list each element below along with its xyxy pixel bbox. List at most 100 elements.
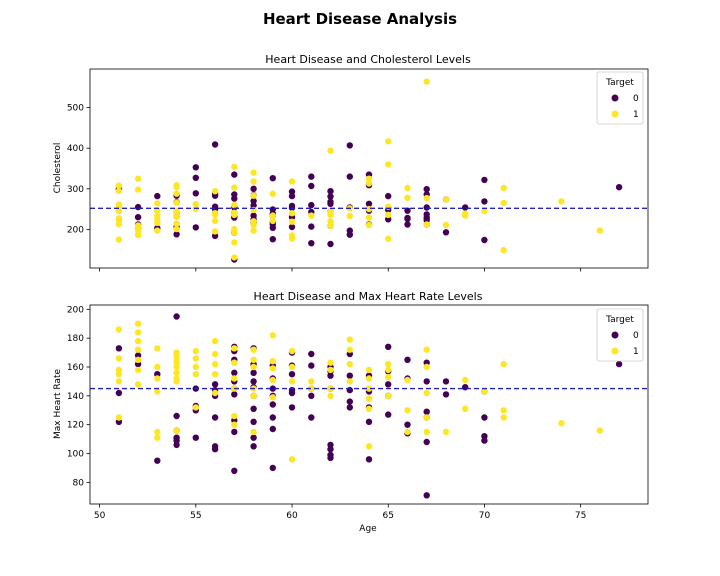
cholesterol-point-target-1-0 bbox=[115, 236, 123, 243]
cholesterol-point-target-1-8 bbox=[115, 182, 123, 189]
max-heart-rate-point-target-0-9 bbox=[173, 434, 180, 441]
max-heart-rate-point-target-1-85 bbox=[423, 363, 430, 371]
cholesterol-point-target-1-52 bbox=[250, 178, 257, 185]
cholesterol-point-target-0-55 bbox=[308, 240, 315, 247]
cholesterol-point-target-1-81 bbox=[404, 184, 411, 192]
cholesterol-point-target-0-67 bbox=[327, 188, 334, 195]
max-heart-rate-point-target-1-14 bbox=[154, 428, 161, 436]
cholesterol-point-target-0-19 bbox=[211, 232, 219, 240]
max-heart-rate-point-target-1-94 bbox=[558, 420, 565, 427]
cholesterol-point-target-1-37 bbox=[211, 188, 219, 195]
max-heart-rate-point-target-0-93 bbox=[423, 378, 430, 385]
cholesterol-point-target-1-84 bbox=[423, 78, 430, 85]
max-heart-rate-point-target-1-10 bbox=[134, 337, 142, 345]
cholesterol-point-target-1-80 bbox=[404, 194, 411, 201]
max-heart-rate-point-target-1-3 bbox=[115, 366, 123, 374]
cholesterol-point-target-1-58 bbox=[288, 232, 296, 239]
max-heart-rate-point-target-0-1 bbox=[115, 389, 123, 397]
cholesterol-point-target-1-62 bbox=[308, 212, 315, 219]
cholesterol-point-target-1-94 bbox=[596, 227, 604, 234]
cholesterol-point-target-0-90 bbox=[423, 204, 430, 211]
max-heart-rate-point-target-0-53 bbox=[288, 386, 296, 394]
cholesterol-point-target-1-68 bbox=[346, 212, 353, 220]
cholesterol-point-target-0-84 bbox=[404, 214, 411, 222]
max-heart-rate-point-target-1-1 bbox=[115, 378, 123, 385]
max-heart-rate-y-tick-label-140: 140 bbox=[67, 392, 84, 402]
max-heart-rate-point-target-0-70 bbox=[346, 404, 353, 411]
max-heart-rate-y-tick-label-120: 120 bbox=[67, 421, 84, 431]
max-heart-rate-point-target-0-90 bbox=[423, 438, 430, 446]
cholesterol-point-target-1-78 bbox=[385, 161, 392, 168]
cholesterol-legend-box bbox=[596, 71, 644, 125]
cholesterol-point-target-0-52 bbox=[288, 202, 296, 210]
max-heart-rate-point-target-0-22 bbox=[211, 381, 219, 388]
max-heart-rate-point-target-0-18 bbox=[211, 443, 219, 450]
max-heart-rate-y-tick-label-200: 200 bbox=[67, 305, 84, 315]
max-heart-rate-point-target-0-84 bbox=[385, 343, 392, 350]
cholesterol-point-target-1-45 bbox=[231, 184, 238, 191]
max-heart-rate-point-target-1-45 bbox=[250, 392, 257, 399]
cholesterol-point-target-1-27 bbox=[173, 199, 180, 206]
cholesterol-point-target-1-79 bbox=[385, 138, 392, 145]
cholesterol-point-target-1-41 bbox=[231, 225, 238, 233]
cholesterol-legend-marker-1 bbox=[611, 110, 619, 118]
figure-title: Heart Disease Analysis bbox=[263, 10, 457, 28]
cholesterol-point-target-1-91 bbox=[500, 199, 507, 207]
cholesterol-legend-label-1: 1 bbox=[633, 110, 639, 120]
max-heart-rate-x-tick-label-50: 50 bbox=[94, 511, 106, 521]
cholesterol-point-target-1-51 bbox=[250, 192, 257, 199]
cholesterol-point-target-0-85 bbox=[404, 207, 411, 214]
max-heart-rate-point-target-1-58 bbox=[288, 347, 296, 355]
cholesterol-point-target-0-16 bbox=[192, 190, 199, 197]
max-heart-rate-point-target-1-38 bbox=[231, 421, 238, 428]
max-heart-rate-point-target-1-61 bbox=[327, 392, 334, 399]
max-heart-rate-point-target-0-58 bbox=[308, 392, 315, 399]
max-heart-rate-point-target-1-29 bbox=[192, 371, 199, 378]
max-heart-rate-point-target-0-36 bbox=[250, 405, 257, 412]
max-heart-rate-point-target-1-21 bbox=[173, 375, 180, 382]
cholesterol-point-target-1-85 bbox=[442, 221, 450, 229]
max-heart-rate-point-target-1-30 bbox=[192, 363, 199, 371]
max-heart-rate-point-target-0-88 bbox=[404, 356, 411, 363]
cholesterol-y-axis-label: Cholesterol bbox=[53, 143, 63, 194]
max-heart-rate-point-target-1-12 bbox=[134, 320, 142, 327]
max-heart-rate-point-target-1-68 bbox=[346, 336, 353, 343]
max-heart-rate-point-target-1-59 bbox=[308, 385, 315, 392]
max-heart-rate-point-target-1-7 bbox=[134, 366, 142, 374]
max-heart-rate-point-target-1-22 bbox=[173, 369, 180, 376]
max-heart-rate-point-target-1-8 bbox=[134, 356, 142, 363]
cholesterol-legend: Target 0 1 bbox=[596, 71, 644, 125]
cholesterol-point-target-1-90 bbox=[500, 246, 507, 254]
max-heart-rate-point-target-1-36 bbox=[211, 350, 219, 358]
cholesterol-point-target-1-3 bbox=[115, 215, 123, 222]
max-heart-rate-point-target-1-56 bbox=[288, 378, 296, 385]
cholesterol-point-target-1-4 bbox=[115, 207, 123, 215]
cholesterol-point-target-0-71 bbox=[346, 173, 353, 180]
cholesterol-point-target-0-98 bbox=[481, 176, 488, 184]
cholesterol-point-target-1-32 bbox=[192, 201, 199, 208]
age-x-axis-label: Age bbox=[359, 524, 377, 534]
cholesterol-point-target-1-74 bbox=[365, 175, 373, 182]
max-heart-rate-point-target-1-19 bbox=[173, 427, 180, 434]
max-heart-rate-point-target-0-24 bbox=[231, 428, 238, 436]
cholesterol-point-target-1-70 bbox=[365, 221, 373, 229]
cholesterol-point-target-0-15 bbox=[192, 224, 199, 231]
max-heart-rate-point-target-0-34 bbox=[250, 434, 257, 441]
cholesterol-point-target-0-81 bbox=[385, 192, 392, 200]
cholesterol-point-target-1-23 bbox=[173, 220, 180, 227]
max-heart-rate-point-target-1-71 bbox=[365, 395, 373, 402]
cholesterol-point-target-0-5 bbox=[134, 203, 142, 211]
cholesterol-point-target-0-59 bbox=[308, 182, 315, 190]
max-heart-rate-point-target-1-93 bbox=[500, 360, 507, 368]
max-heart-rate-point-target-1-64 bbox=[327, 359, 334, 366]
max-heart-rate-point-target-1-44 bbox=[250, 428, 257, 436]
max-heart-rate-x-tick-label-60: 60 bbox=[286, 511, 298, 521]
cholesterol-point-target-0-95 bbox=[462, 204, 469, 211]
cholesterol-point-target-0-56 bbox=[308, 223, 315, 230]
max-heart-rate-point-target-0-75 bbox=[365, 456, 373, 463]
cholesterol-point-target-1-64 bbox=[327, 218, 334, 225]
max-heart-rate-point-target-0-26 bbox=[231, 391, 238, 398]
max-heart-rate-panel-title: Heart Disease and Max Heart Rate Levels bbox=[254, 290, 483, 303]
max-heart-rate-axes-frame bbox=[89, 304, 649, 505]
